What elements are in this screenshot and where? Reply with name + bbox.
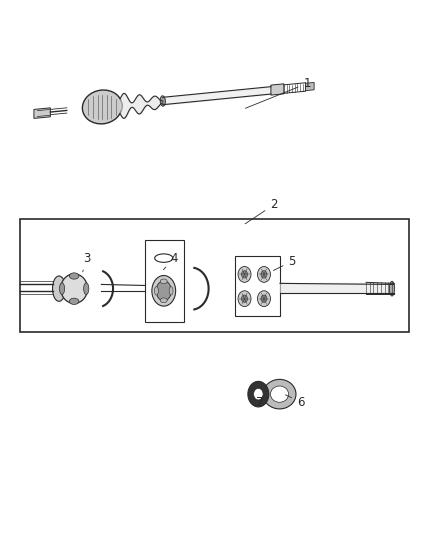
Bar xyxy=(235,256,280,316)
Text: 1: 1 xyxy=(245,77,311,108)
Ellipse shape xyxy=(271,386,289,402)
Ellipse shape xyxy=(69,273,79,279)
Ellipse shape xyxy=(152,276,176,306)
Ellipse shape xyxy=(60,283,65,294)
Ellipse shape xyxy=(69,298,79,304)
Polygon shape xyxy=(271,84,284,95)
Ellipse shape xyxy=(238,266,251,282)
Ellipse shape xyxy=(82,90,122,124)
Text: 7: 7 xyxy=(256,395,264,409)
Ellipse shape xyxy=(389,281,395,296)
Ellipse shape xyxy=(263,379,296,409)
Ellipse shape xyxy=(160,96,166,106)
Ellipse shape xyxy=(241,271,247,278)
Polygon shape xyxy=(34,108,50,118)
Text: 6: 6 xyxy=(286,395,304,409)
Ellipse shape xyxy=(169,287,173,295)
Ellipse shape xyxy=(258,266,270,282)
Text: 3: 3 xyxy=(83,252,90,272)
Ellipse shape xyxy=(155,287,159,295)
Ellipse shape xyxy=(261,295,267,302)
Text: 4: 4 xyxy=(163,252,178,270)
Ellipse shape xyxy=(84,283,89,294)
Ellipse shape xyxy=(254,389,263,400)
Ellipse shape xyxy=(238,291,251,306)
Ellipse shape xyxy=(160,298,167,303)
Ellipse shape xyxy=(261,271,267,278)
Text: 5: 5 xyxy=(273,255,296,271)
Ellipse shape xyxy=(53,276,66,301)
Ellipse shape xyxy=(160,279,167,284)
Bar xyxy=(145,240,184,322)
Ellipse shape xyxy=(61,274,88,303)
Ellipse shape xyxy=(241,295,247,302)
Text: 2: 2 xyxy=(245,198,278,224)
Ellipse shape xyxy=(248,382,269,407)
Ellipse shape xyxy=(258,291,270,306)
Polygon shape xyxy=(305,83,314,91)
Ellipse shape xyxy=(156,281,171,301)
Bar xyxy=(20,219,409,333)
